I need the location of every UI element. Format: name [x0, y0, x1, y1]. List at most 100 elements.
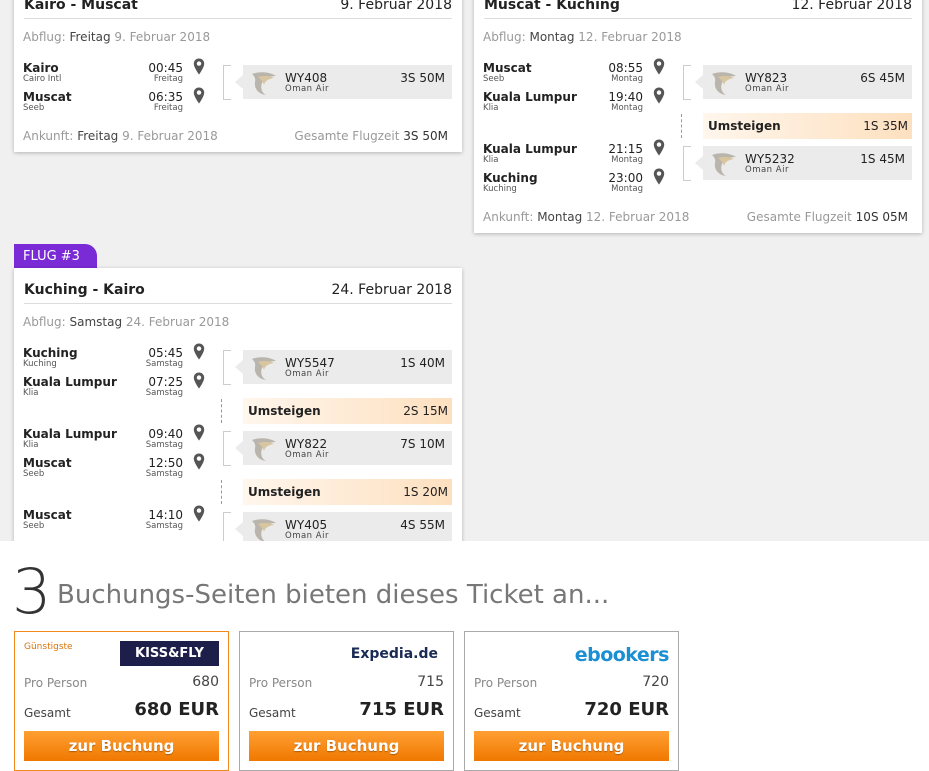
flight-number: WY408	[285, 71, 328, 85]
time: 09:40	[148, 427, 183, 441]
total-duration: 3S 50M	[403, 129, 448, 143]
time: 14:10	[148, 508, 183, 522]
weekday: Montag	[611, 155, 643, 165]
airport: Seeb	[483, 74, 505, 84]
offer-card[interactable]: ebookers Pro Person 720 Gesamt 720 EUR zur Bu…	[464, 631, 679, 771]
provider-logo: Expedia.de	[350, 646, 438, 662]
airline: Oman Air	[285, 84, 329, 94]
booking-button[interactable]: zur Buchung	[474, 731, 669, 761]
date: 24. Februar 2018	[331, 282, 452, 298]
layover-label: Umsteigen	[248, 404, 321, 418]
city: Kairo	[23, 61, 59, 75]
departure-date: 24. Februar 2018	[125, 315, 230, 329]
per-person-price: 720	[642, 674, 669, 690]
total-time: Gesamte Flugzeit 3S 50M	[294, 128, 448, 144]
total-label: Gesamte Flugzeit	[746, 210, 852, 224]
layover-line	[221, 480, 222, 504]
flight-duration: 7S 10M	[400, 437, 445, 451]
flight-card: Kuching - Kairo 24. Februar 2018 Abflug: S…	[14, 268, 462, 541]
flight-box	[243, 512, 452, 541]
layover-label: Umsteigen	[708, 119, 781, 133]
city: Muscat	[483, 61, 532, 75]
pin-icon	[193, 453, 205, 470]
offer-card[interactable]: Expedia.de Pro Person 715 Gesamt 715 EUR zur …	[239, 631, 454, 771]
offer-card[interactable]: Günstigste KISS&FLY Pro Person 680 Gesamt 680…	[14, 631, 229, 771]
time: 00:45	[148, 61, 183, 75]
time: 08:55	[608, 61, 643, 75]
flight-list: Kairo - Muscat 9. Februar 2018 Abflug: Fre…	[0, 0, 929, 541]
per-person-label: Pro Person	[474, 676, 538, 690]
layover-line	[221, 399, 222, 423]
weekday: Montag	[611, 184, 643, 194]
offer-badge: Günstigste	[24, 642, 73, 652]
total-duration: 10S 05M	[855, 210, 908, 224]
airport: Klia	[23, 440, 39, 450]
airline-logo	[712, 153, 736, 176]
flight-duration: 1S 40M	[400, 356, 445, 370]
segment-bracket	[223, 431, 231, 466]
time: 05:45	[148, 346, 183, 360]
weekday: Freitag	[153, 74, 183, 84]
provider-logo: ebookers	[574, 644, 670, 666]
flight-duration: 4S 55M	[400, 518, 445, 532]
airport: Seeb	[23, 469, 45, 479]
airline: Oman Air	[745, 165, 789, 175]
airport: Seeb	[23, 521, 45, 531]
city: Kuching	[23, 346, 78, 360]
layover-box	[243, 398, 452, 424]
departure-day: Samstag	[69, 315, 123, 329]
airport: Klia	[483, 155, 499, 165]
airport: Cairo Intl	[23, 74, 62, 84]
booking-button[interactable]: zur Buchung	[24, 731, 219, 761]
pin-icon	[193, 424, 205, 441]
departure-day: Freitag	[69, 30, 111, 44]
arrival-date: 9. Februar 2018	[122, 129, 218, 143]
departure-day: Montag	[529, 30, 575, 44]
layover-duration: 2S 15M	[403, 404, 448, 418]
airport: Klia	[23, 388, 39, 398]
airport: Kuching	[23, 359, 57, 369]
flight-number: WY5547	[285, 356, 335, 370]
pin-icon	[193, 58, 205, 75]
departure-date: 12. Februar 2018	[578, 30, 682, 44]
city: Muscat	[23, 508, 72, 522]
city: Kuala Lumpur	[23, 375, 117, 389]
offer-heading: Buchungs-Seiten bieten dieses Ticket an.…	[57, 580, 610, 610]
pin-icon	[653, 58, 665, 75]
pin-icon	[653, 139, 665, 156]
flight-box	[243, 350, 452, 384]
pin-icon	[653, 168, 665, 185]
total-label: Gesamt	[249, 706, 296, 720]
airport: Seeb	[23, 103, 45, 113]
layover-box	[703, 113, 912, 139]
flight-number: WY822	[285, 437, 328, 451]
weekday: Samstag	[145, 521, 183, 531]
flight-duration: 6S 45M	[860, 71, 905, 85]
weekday: Samstag	[145, 388, 183, 398]
departure: Abflug: Montag 12. Februar 2018	[483, 29, 682, 45]
weekday: Freitag	[153, 103, 183, 113]
departure-label: Abflug:	[483, 30, 526, 44]
flight-badge: FLUG #3	[14, 244, 97, 270]
segment-bracket	[683, 146, 691, 181]
flight-duration: 1S 45M	[860, 152, 905, 166]
flight-number: WY5232	[745, 152, 795, 166]
pin-icon	[193, 505, 205, 522]
arrival-day: Freitag	[77, 129, 119, 143]
arrival-label: Ankunft:	[483, 210, 534, 224]
date: 12. Februar 2018	[791, 0, 912, 13]
time: 12:50	[148, 456, 183, 470]
total-label: Gesamt	[474, 706, 521, 720]
per-person-price: 715	[417, 674, 444, 690]
flight-card: Kairo - Muscat 9. Februar 2018 Abflug: Fre…	[14, 0, 462, 152]
city: Muscat	[23, 456, 72, 470]
arrival: Ankunft: Freitag 9. Februar 2018	[23, 128, 218, 144]
airport: Kuching	[483, 184, 517, 194]
layover-label: Umsteigen	[248, 485, 321, 499]
airline-logo	[252, 519, 276, 541]
weekday: Samstag	[145, 469, 183, 479]
airline: Oman Air	[285, 369, 329, 379]
layover-line	[681, 114, 682, 138]
booking-button[interactable]: zur Buchung	[249, 731, 444, 761]
